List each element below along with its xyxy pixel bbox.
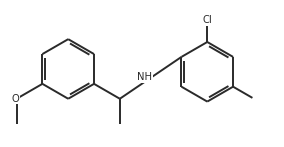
Text: NH: NH [137,72,152,82]
Text: O: O [11,94,19,104]
Text: Cl: Cl [202,15,212,25]
